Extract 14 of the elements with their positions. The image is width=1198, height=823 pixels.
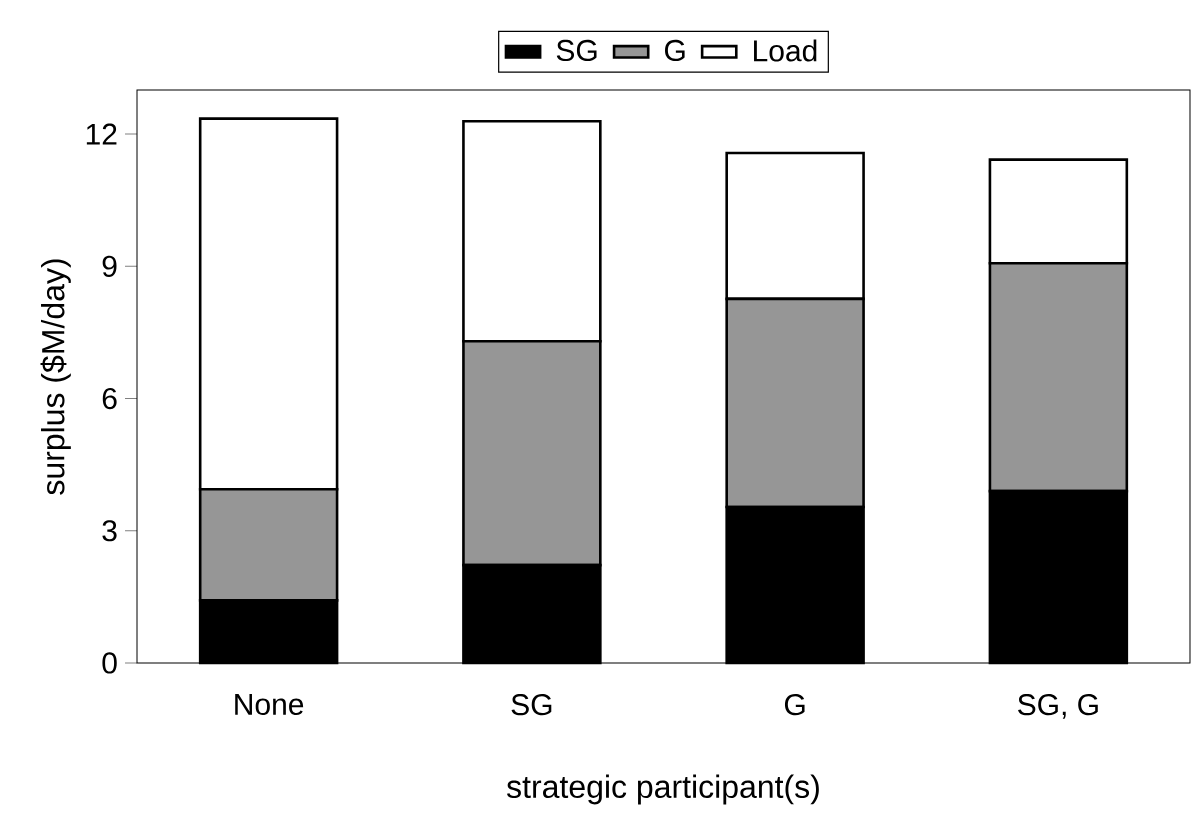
y-tick-label: 0 (102, 652, 117, 674)
y-tick-label: 6 (102, 387, 117, 410)
x-axis-title: strategic participant(s) (506, 774, 819, 805)
x-tick-label: None (235, 694, 304, 715)
legend-label: Load (754, 39, 817, 62)
x-tick-label: SG, G (1018, 694, 1098, 719)
y-tick-label: 3 (102, 520, 117, 542)
legend-label: G (665, 39, 685, 62)
y-axis-title: surplus ($M/day) (40, 259, 71, 495)
legend-label: SG (556, 39, 597, 62)
x-tick-label: G (784, 694, 805, 716)
y-tick-label: 9 (102, 255, 117, 277)
y-tick-label: 12 (86, 123, 117, 145)
x-tick-label: SG (511, 694, 552, 716)
